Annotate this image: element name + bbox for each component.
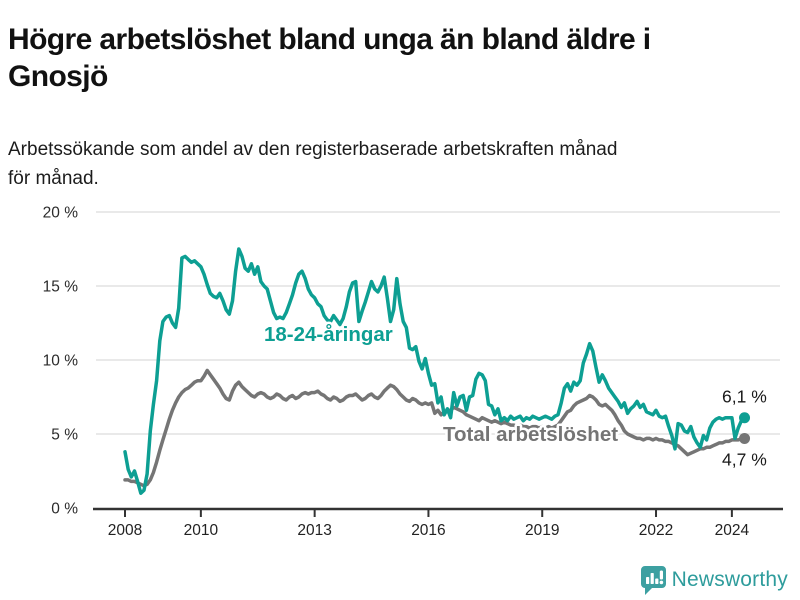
newsworthy-icon [640,565,666,595]
series-label-1: Total arbetslöshet [443,423,618,446]
chart-canvas: 0 % 5 % 10 % 15 % 20 % 2008 2010 2013 2016 2019 20… [43,205,783,539]
y-axis-tick-label: 10 % [43,353,79,370]
y-axis-tick-label: 0 % [51,501,78,518]
x-axis-tick-label: 2024 [715,522,750,539]
series-line-0 [123,247,747,495]
y-axis-tick-label: 5 % [51,427,78,444]
x-axis-tick-label: 2010 [184,522,219,539]
y-axis-tick-label: 20 % [43,205,79,222]
series-line-1 [123,368,747,488]
unemployment-line-chart: 0 % 5 % 10 % 15 % 20 % 2008 2010 2013 2016 2019 20… [0,190,800,570]
series-label-0: 18-24-åringar [264,323,393,346]
series-end-dot-0 [739,412,751,424]
series-end-value-label-0: 6,1 % [722,387,767,407]
series-end-value-label-1: 4,7 % [722,449,767,469]
newsworthy-logo[interactable]: Newsworthy [640,563,788,597]
page-subtitle: Arbetssökande som andel av den registerb… [8,139,618,190]
y-axis-tick-label: 15 % [43,279,79,296]
x-axis-tick-label: 2019 [525,522,559,539]
series-end-dot-1 [739,432,751,444]
x-axis-tick-label: 2022 [639,522,673,539]
newsworthy-wordmark: Newsworthy [671,568,788,591]
page-title: Högre arbetslöshet bland unga än bland ä… [8,23,651,93]
x-axis-tick-label: 2016 [411,522,445,539]
x-axis-tick-label: 2013 [297,522,331,539]
x-axis-tick-label: 2008 [108,522,142,539]
